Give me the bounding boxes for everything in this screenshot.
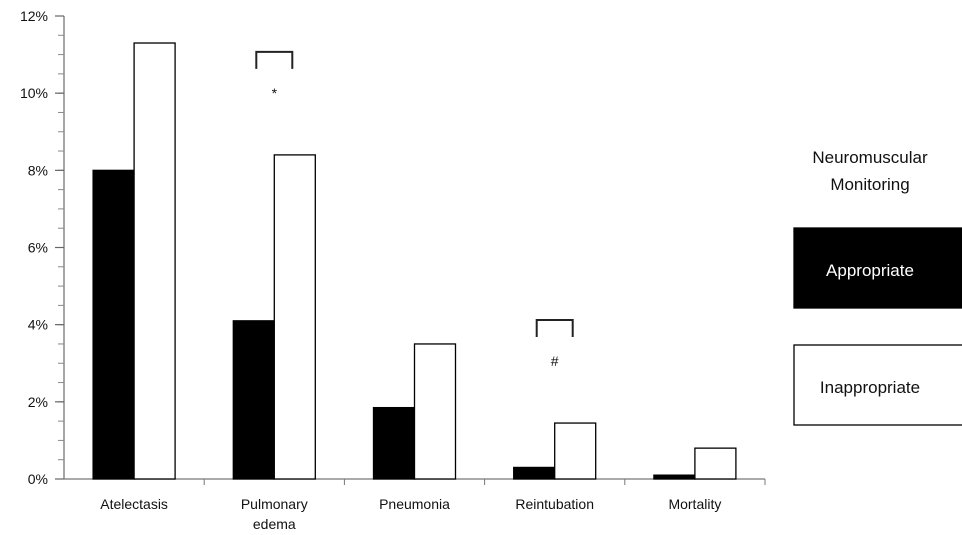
x-tick-label: Mortality bbox=[668, 496, 721, 512]
significance-annotations: *# bbox=[255, 50, 574, 369]
x-tick-label-line: Mortality bbox=[668, 496, 721, 512]
significance-marker: * bbox=[272, 85, 278, 101]
bar-appropriate bbox=[513, 466, 556, 480]
significance-bracket bbox=[535, 319, 574, 338]
bar-inappropriate bbox=[273, 154, 316, 480]
y-tick-label: 10% bbox=[20, 85, 48, 101]
significance-marker: # bbox=[551, 353, 559, 369]
y-tick-label: 8% bbox=[28, 162, 48, 178]
legend-label: Inappropriate bbox=[820, 378, 920, 397]
legend-swatch bbox=[793, 344, 962, 426]
bar-appropriate bbox=[653, 474, 696, 480]
x-tick-label-line: edema bbox=[253, 516, 296, 532]
x-tick-label: Pulmonary edema bbox=[241, 496, 308, 532]
bar-inappropriate bbox=[413, 343, 457, 480]
x-tick-label-line: Pulmonary bbox=[241, 496, 308, 512]
bars bbox=[92, 42, 737, 480]
axes: 0% 2% 4% 6% 8% 10% 12% Atelectasis Pulmonary edem… bbox=[20, 8, 766, 532]
x-tick-label-line: Atelectasis bbox=[100, 496, 168, 512]
x-tick-label: Pneumonia bbox=[379, 496, 450, 512]
legend-title: Monitoring bbox=[830, 175, 909, 194]
legend-label: Appropriate bbox=[826, 261, 914, 280]
legend-swatch bbox=[793, 227, 962, 309]
x-tick-label: Atelectasis bbox=[100, 496, 168, 512]
bar-appropriate bbox=[372, 406, 416, 480]
y-tick-label: 4% bbox=[28, 317, 48, 333]
bar-appropriate bbox=[232, 320, 275, 480]
x-tick-label-line: Pneumonia bbox=[379, 496, 450, 512]
significance-bracket bbox=[255, 50, 294, 69]
bar-appropriate bbox=[92, 169, 135, 480]
y-tick-label: 2% bbox=[28, 394, 48, 410]
x-tick-label: Reintubation bbox=[515, 496, 594, 512]
x-tick-label-line: Reintubation bbox=[515, 496, 594, 512]
legend: Neuromuscular Monitoring Appropriate Inappr… bbox=[793, 148, 962, 426]
y-tick-label: 0% bbox=[28, 471, 48, 487]
legend-title: Neuromuscular bbox=[812, 148, 928, 167]
bar-inappropriate bbox=[554, 422, 597, 480]
bar-inappropriate bbox=[694, 447, 737, 480]
bar-inappropriate bbox=[133, 42, 176, 480]
y-tick-label: 6% bbox=[28, 240, 48, 256]
y-tick-label: 12% bbox=[20, 8, 48, 24]
